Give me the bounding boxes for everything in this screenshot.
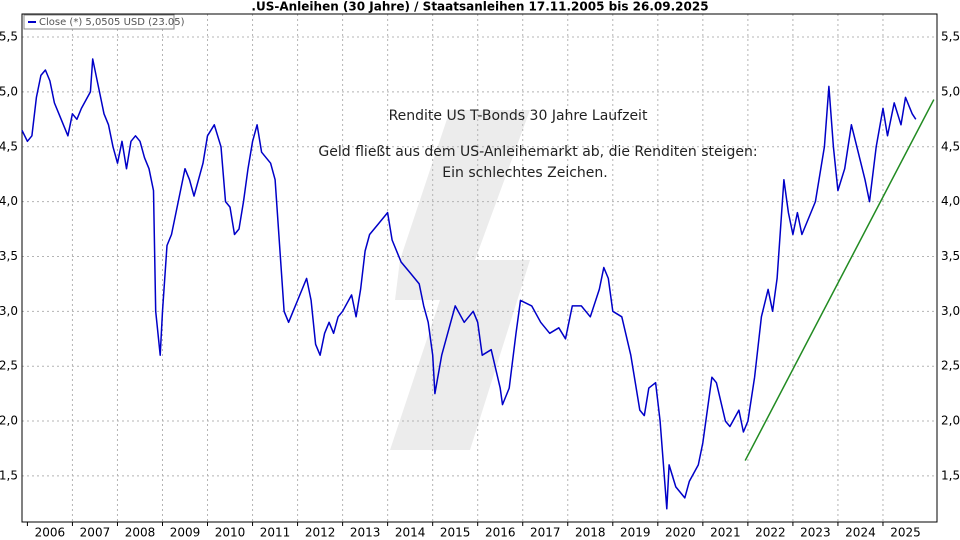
- plot-frame: [21, 13, 938, 523]
- y-tick-label: 3,0: [0, 304, 18, 318]
- y-tick-label: 4,5: [0, 139, 18, 153]
- y-tick-label: 2,5: [0, 359, 18, 373]
- x-tick-label: 2021: [710, 526, 741, 540]
- x-tick-label: 2025: [890, 526, 921, 540]
- x-tick-label: 2007: [80, 526, 111, 540]
- x-tick-label: 2011: [260, 526, 291, 540]
- y-tick-label: 4,0: [941, 194, 960, 208]
- x-tick-label: 2016: [485, 526, 516, 540]
- annotation: Geld fließt aus dem US-Anleihemarkt ab, …: [318, 144, 757, 160]
- x-tick-label: 2009: [170, 526, 201, 540]
- x-tick-label: 2014: [395, 526, 426, 540]
- x-tick-label: 2018: [575, 526, 606, 540]
- y-tick-label: 1,5: [941, 468, 960, 482]
- x-tick-label: 2008: [125, 526, 156, 540]
- y-tick-label: 5,0: [941, 84, 960, 98]
- y-tick-label: 5,5: [941, 30, 960, 44]
- x-tick-label: 2013: [350, 526, 381, 540]
- x-tick-label: 2022: [755, 526, 786, 540]
- trend-line: [744, 99, 935, 461]
- y-tick-label: 3,5: [0, 249, 18, 263]
- x-tick-label: 2017: [530, 526, 561, 540]
- x-tick-label: 2010: [215, 526, 246, 540]
- y-tick-label: 2,0: [0, 414, 18, 428]
- x-tick-label: 2015: [440, 526, 471, 540]
- legend-label: Close (*) 5,0505 USD (23.05): [39, 17, 185, 28]
- y-tick-label: 3,0: [941, 304, 960, 318]
- y-tick-label: 4,0: [0, 194, 18, 208]
- watermark: [390, 110, 530, 450]
- x-tick-label: 2012: [305, 526, 336, 540]
- y-tick-label: 1,5: [0, 468, 18, 482]
- legend: [23, 14, 175, 30]
- x-tick-label: 2019: [620, 526, 651, 540]
- x-tick-label: 2023: [800, 526, 831, 540]
- annotation: Ein schlechtes Zeichen.: [442, 165, 607, 181]
- x-tick-label: 2024: [845, 526, 876, 540]
- price-line: [21, 58, 917, 510]
- y-tick-label: 2,5: [941, 359, 960, 373]
- y-tick-label: 5,0: [0, 84, 18, 98]
- y-tick-label: 5,5: [0, 30, 18, 44]
- annotation: Rendite US T-Bonds 30 Jahre Laufzeit: [389, 108, 648, 124]
- y-tick-label: 3,5: [941, 249, 960, 263]
- x-tick-label: 2006: [35, 526, 66, 540]
- chart-title: .US-Anleihen (30 Jahre) / Staatsanleihen…: [251, 0, 708, 14]
- y-tick-label: 2,0: [941, 414, 960, 428]
- y-tick-label: 4,5: [941, 139, 960, 153]
- x-tick-label: 2020: [665, 526, 696, 540]
